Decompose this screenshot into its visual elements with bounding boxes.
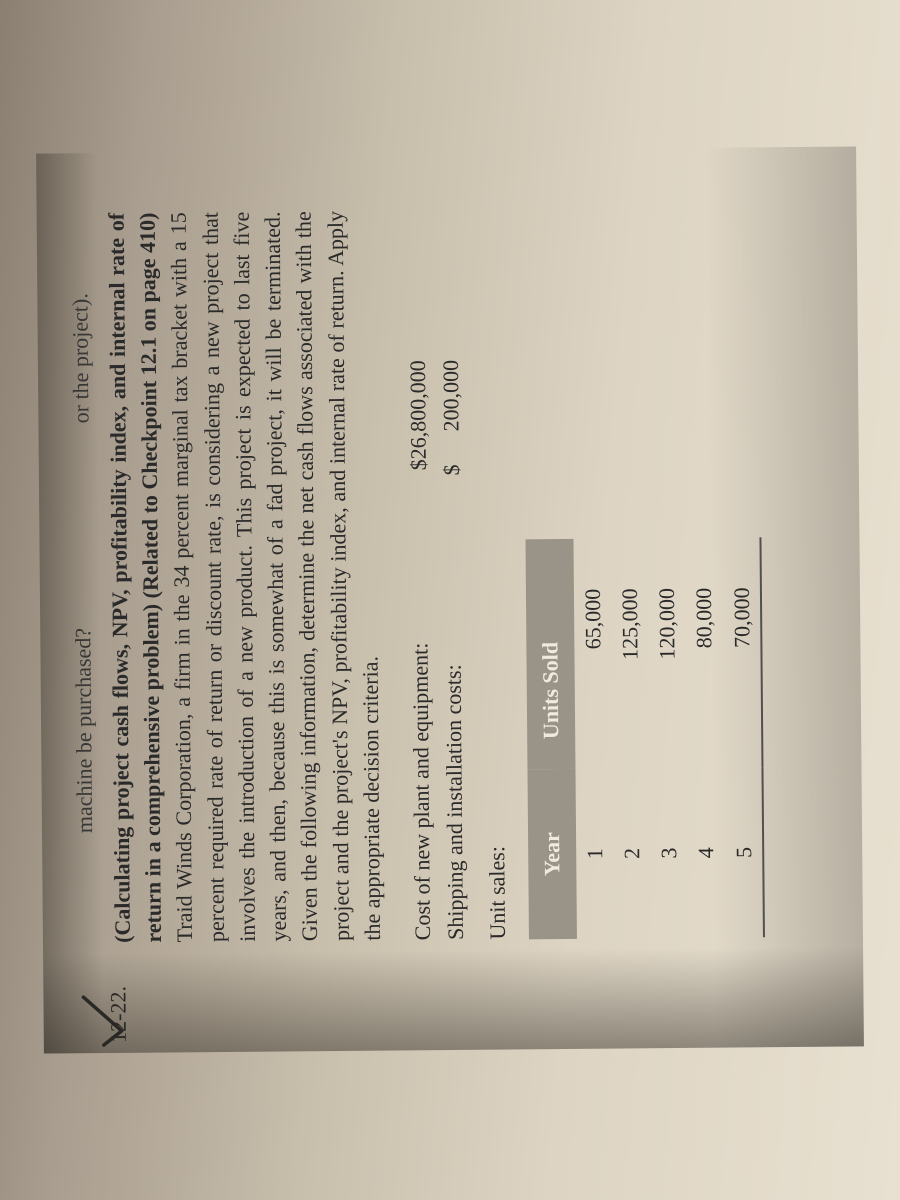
year-cell: 3 <box>650 768 689 938</box>
cost-value: $ 200,000 <box>434 360 469 540</box>
table-header-year: Year <box>528 769 577 939</box>
page-shadow-left <box>43 946 864 1053</box>
year-cell: 1 <box>575 769 614 939</box>
table-row: 3 120,000 <box>648 538 689 938</box>
units-cell: 125,000 <box>610 538 649 768</box>
year-cell: 2 <box>612 768 651 938</box>
table-header-units: Units Sold <box>526 539 575 769</box>
problem-text: (Calculating project cash flows, NPV, pr… <box>101 207 765 943</box>
units-sold-table: Year Units Sold 1 65,000 2 125,000 3 <box>526 537 765 939</box>
cost-label: Shipping and installation costs: <box>436 540 472 940</box>
units-cell: 70,000 <box>722 537 762 767</box>
problem-title: (Calculating project cash flows, NPV, pr… <box>104 213 167 943</box>
table-row: 4 80,000 <box>685 538 726 938</box>
units-cell: 80,000 <box>685 538 724 768</box>
table-row: 1 65,000 <box>573 539 614 939</box>
partial-prev-line: machine be purchased? or the project). <box>67 213 100 1003</box>
problem-number: 12-22. <box>105 986 131 1043</box>
cost-list: Cost of new plant and equipment: $26,800… <box>400 210 472 941</box>
problem-body-text: Traid Winds Corporation, a firm in the 3… <box>166 211 385 943</box>
cost-value: $26,800,000 <box>401 360 436 540</box>
year-cell: 4 <box>687 768 726 938</box>
unit-sales-label: Unit sales: <box>476 209 514 939</box>
units-cell: 120,000 <box>648 538 687 768</box>
year-cell: 5 <box>724 767 764 937</box>
cost-row: Shipping and installation costs: $ 200,0… <box>433 210 472 940</box>
units-cell: 65,000 <box>573 539 612 769</box>
cost-label: Cost of new plant and equipment: <box>403 540 439 940</box>
textbook-page: machine be purchased? or the project). 1… <box>36 146 864 1053</box>
partial-left-fragment: machine be purchased? <box>70 628 98 833</box>
table-row: 2 125,000 <box>610 538 651 938</box>
partial-right-fragment: or the project). <box>67 293 93 423</box>
table-row: 5 70,000 <box>722 537 764 937</box>
